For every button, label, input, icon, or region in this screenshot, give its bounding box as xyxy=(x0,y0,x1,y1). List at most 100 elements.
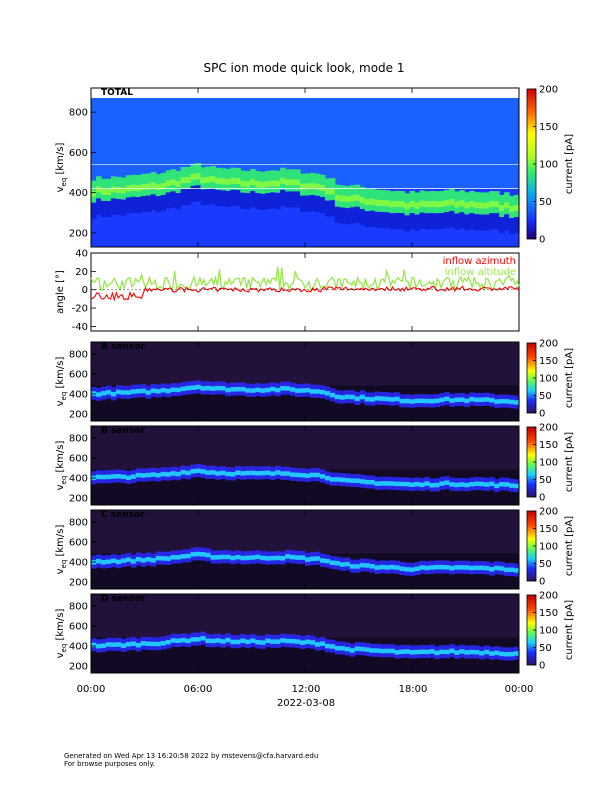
panel-d-core-29 xyxy=(235,639,241,645)
panel-b-core-6 xyxy=(120,474,127,480)
panel-d-core-10 xyxy=(140,641,147,646)
panel-c-core-3 xyxy=(105,559,112,564)
panel-c-core-68 xyxy=(429,565,435,570)
panel-c-core-56 xyxy=(369,564,376,569)
panel-b-core-11 xyxy=(145,472,152,478)
panel-c-core-60 xyxy=(389,564,396,570)
panel-b-core-33 xyxy=(255,471,261,476)
panel-c-core-58 xyxy=(379,564,386,570)
panel-total-ytick-label-0: 200 xyxy=(69,228,88,239)
panel-c-core-48 xyxy=(329,560,336,565)
panel-total-low-83 xyxy=(504,214,510,231)
panel-a-core-4 xyxy=(110,391,117,397)
panel-c-core-14 xyxy=(160,556,167,561)
panel-d-core-35 xyxy=(265,638,271,644)
panel-c-core-57 xyxy=(374,565,381,570)
panel-c-core-30 xyxy=(240,555,246,561)
panel-total-core-24 xyxy=(210,176,217,183)
panel-total-low-67 xyxy=(424,213,431,230)
panel-d-core-30 xyxy=(240,638,246,644)
panel-total-low-8 xyxy=(130,196,137,213)
panel-a-core-73 xyxy=(454,397,460,403)
panel-total-core-10 xyxy=(140,183,147,190)
panel-c-ytick-label-1: 400 xyxy=(69,558,88,569)
panel-total-core-48 xyxy=(329,188,336,195)
panel-c-core-85 xyxy=(514,568,520,573)
panel-d-core-82 xyxy=(499,651,505,657)
panel-b-cb-tick-label-0: 0 xyxy=(539,493,545,504)
panel-d-core-4 xyxy=(110,642,117,647)
panel-c-cb-label-text: current [pA] xyxy=(564,516,575,576)
panel-c-core-29 xyxy=(235,554,241,560)
panel-c-core-4 xyxy=(110,558,117,564)
panel-total-low-37 xyxy=(275,192,281,209)
panel-c-core-72 xyxy=(449,565,455,571)
panel-angle-ytick-label-1: -20 xyxy=(72,304,88,315)
panel-b-core-21 xyxy=(195,468,202,474)
panel-b-core-57 xyxy=(374,481,381,486)
panel-a-core-68 xyxy=(429,398,435,404)
panel-total-core-41 xyxy=(295,179,301,186)
panel-total-low-47 xyxy=(324,200,331,217)
panel-total-core-62 xyxy=(399,201,406,208)
panel-total-core-19 xyxy=(185,176,192,183)
panel-d-core-40 xyxy=(290,638,296,644)
x-tick-label-1: 06:00 xyxy=(184,684,213,695)
panel-a-ytick-label-3: 800 xyxy=(69,350,88,361)
panel-d-core-15 xyxy=(165,639,172,645)
panel-c-core-80 xyxy=(489,567,495,572)
panel-a-core-40 xyxy=(290,387,296,392)
panel-b-core-83 xyxy=(504,482,510,487)
panel-a-core-30 xyxy=(240,386,246,392)
panel-a-core-69 xyxy=(434,398,440,404)
panel-total-core-33 xyxy=(255,181,261,188)
panel-total-low-52 xyxy=(349,207,356,224)
panel-d-core-75 xyxy=(464,650,470,655)
panel-total-core-56 xyxy=(369,198,376,205)
panel-a-core-65 xyxy=(414,398,421,404)
panel-a-core-82 xyxy=(499,399,505,404)
panel-d-core-42 xyxy=(300,640,306,645)
panel-a-core-34 xyxy=(260,388,266,393)
panel-a-core-47 xyxy=(324,391,331,396)
panel-b-core-2 xyxy=(100,474,107,480)
panel-a-cb-tick-label-3: 150 xyxy=(539,356,558,367)
panel-total-low-43 xyxy=(305,195,311,212)
panel-total-core-77 xyxy=(474,202,480,209)
panel-total-core-45 xyxy=(314,183,321,190)
panel-total-core-18 xyxy=(180,177,187,184)
panel-d-core-18 xyxy=(180,637,187,643)
panel-b-core-60 xyxy=(389,481,396,486)
panel-d-core-83 xyxy=(504,651,510,657)
panel-total-low-21 xyxy=(195,185,202,202)
panel-b-core-51 xyxy=(344,478,351,483)
panel-d-core-39 xyxy=(285,638,291,644)
panel-total-low-34 xyxy=(260,193,266,210)
panel-total-low-57 xyxy=(374,211,381,228)
panel-d-core-13 xyxy=(155,641,162,647)
panel-c-core-40 xyxy=(290,554,296,560)
panel-a-core-28 xyxy=(230,387,236,392)
panel-b-core-1 xyxy=(95,474,102,480)
panel-total-low-60 xyxy=(389,213,396,230)
panel-c-cb-tick-label-2: 100 xyxy=(539,542,558,553)
panel-d-core-24 xyxy=(210,638,217,644)
panel-d-core-55 xyxy=(364,647,371,652)
panel-total-low-3 xyxy=(105,201,112,218)
panel-d-core-38 xyxy=(280,638,286,643)
panel-b-core-29 xyxy=(235,470,241,476)
panel-a-ylabel-text: veq [km/s] xyxy=(55,357,68,407)
panel-d-ylabel-text: veq [km/s] xyxy=(55,609,68,659)
panel-c-ytick-label-2: 600 xyxy=(69,538,88,549)
panel-d-core-41 xyxy=(295,639,301,644)
panel-b-core-78 xyxy=(479,481,485,487)
panel-total-low-64 xyxy=(409,212,416,230)
panel-c-heatmap-upper-noise xyxy=(91,510,519,554)
panel-d-core-28 xyxy=(230,639,236,645)
panel-total-core-80 xyxy=(489,201,495,208)
panel-b-core-4 xyxy=(110,474,117,479)
panel-b-core-27 xyxy=(225,471,231,477)
panel-b-core-65 xyxy=(414,481,421,487)
panel-c-core-12 xyxy=(150,558,157,563)
panel-c-core-64 xyxy=(409,567,416,572)
